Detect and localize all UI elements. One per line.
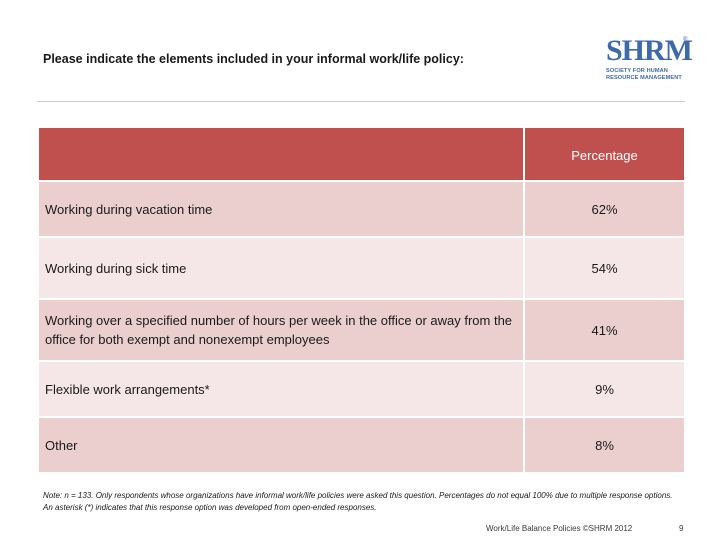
page-title: Please indicate the elements included in…: [43, 52, 464, 66]
logo-tagline-line2: RESOURCE MANAGEMENT: [606, 74, 682, 81]
table-row: Working during vacation time 62%: [37, 180, 686, 238]
row-value: 8%: [523, 416, 686, 474]
shrm-logo: SHRM ® SOCIETY FOR HUMAN RESOURCE MANAGE…: [606, 34, 693, 88]
table-row: Other 8%: [37, 416, 686, 474]
title-divider: [37, 101, 685, 102]
footnote: Note: n = 133. Only respondents whose or…: [43, 491, 673, 512]
logo-registered: ®: [683, 37, 688, 43]
row-label: Other: [37, 416, 525, 474]
table-row: Flexible work arrangements* 9%: [37, 360, 686, 418]
row-label: Working over a specified number of hours…: [37, 298, 525, 362]
footer-source: Work/Life Balance Policies ©SHRM 2012: [486, 524, 633, 533]
table-row: Working over a specified number of hours…: [37, 298, 686, 362]
row-value: 54%: [523, 236, 686, 300]
logo-tagline: SOCIETY FOR HUMAN RESOURCE MANAGEMENT: [606, 68, 688, 81]
table-header-row: Percentage: [37, 126, 686, 182]
results-table: Percentage Working during vacation time …: [37, 126, 686, 474]
page-number: 9: [679, 524, 684, 533]
row-label: Working during sick time: [37, 236, 525, 300]
logo-tagline-line1: SOCIETY FOR HUMAN: [606, 68, 668, 74]
header-percentage-cell: Percentage: [523, 126, 686, 182]
row-label: Working during vacation time: [37, 180, 525, 238]
row-value: 9%: [523, 360, 686, 418]
header-label-cell: [37, 126, 525, 182]
row-value: 41%: [523, 298, 686, 362]
table-row: Working during sick time 54%: [37, 236, 686, 300]
logo-mark: SHRM: [606, 34, 693, 67]
row-label: Flexible work arrangements*: [37, 360, 525, 418]
row-value: 62%: [523, 180, 686, 238]
